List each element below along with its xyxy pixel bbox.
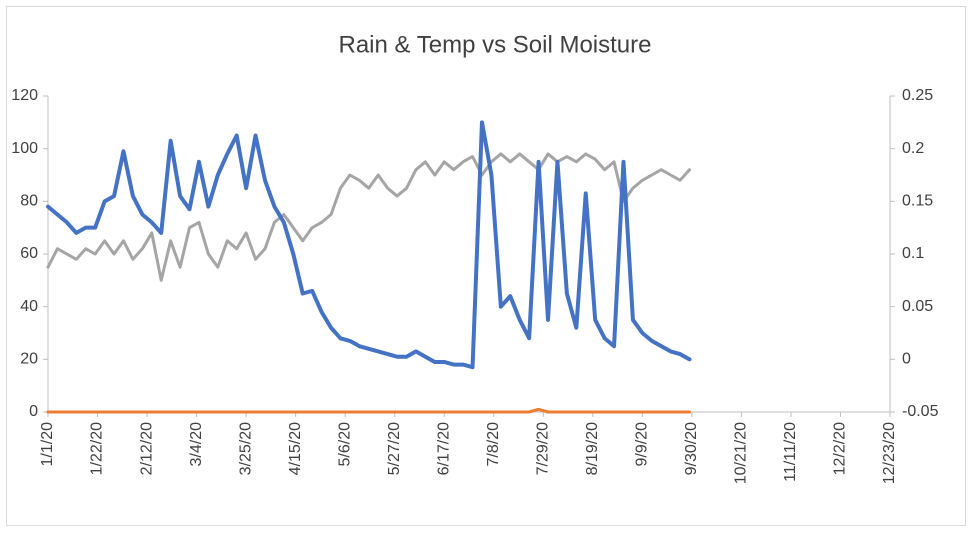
x-tick-label: 9/30/20 <box>683 422 700 475</box>
x-tick-label: 3/25/20 <box>237 422 254 475</box>
y-tick-label: 80 <box>20 193 38 210</box>
x-tick-label: 4/15/20 <box>287 422 304 475</box>
y2-tick-label: -0.05 <box>902 403 939 420</box>
x-tick-label: 5/27/20 <box>386 422 403 475</box>
x-tick-label: 3/4/20 <box>188 422 205 467</box>
x-tick-label: 6/17/20 <box>435 422 452 475</box>
y2-tick-label: 0.15 <box>902 193 933 210</box>
chart-frame <box>6 6 966 526</box>
y-tick-label: 40 <box>20 298 38 315</box>
x-tick-label: 11/11/20 <box>782 422 799 482</box>
y-tick-label: 60 <box>20 245 38 262</box>
x-tick-label: 1/22/20 <box>89 422 106 475</box>
x-tick-label: 12/23/20 <box>881 422 898 484</box>
y2-tick-label: 0.25 <box>902 87 933 104</box>
y2-tick-label: 0.2 <box>902 140 924 157</box>
x-tick-label: 10/21/20 <box>733 422 750 484</box>
x-tick-label: 5/6/20 <box>336 422 353 467</box>
y2-tick-label: 0.05 <box>902 298 933 315</box>
x-tick-label: 1/1/20 <box>39 422 56 467</box>
series-line <box>46 407 692 414</box>
y-tick-label: 0 <box>29 403 38 420</box>
x-tick-label: 12/2/20 <box>832 422 849 475</box>
y-tick-label: 120 <box>11 87 38 104</box>
series-line <box>46 120 692 370</box>
series-line <box>46 152 692 282</box>
x-tick-label: 7/8/20 <box>485 422 502 467</box>
chart-title: Rain & Temp vs Soil Moisture <box>338 31 651 58</box>
x-tick-label: 8/19/20 <box>584 422 601 475</box>
y2-tick-label: 0 <box>902 351 911 368</box>
x-tick-label: 9/9/20 <box>634 422 651 467</box>
x-tick-label: 7/29/20 <box>535 422 552 475</box>
y-tick-label: 100 <box>11 140 38 157</box>
x-tick-label: 2/12/20 <box>138 422 155 475</box>
y2-tick-label: 0.1 <box>902 245 924 262</box>
y-tick-label: 20 <box>20 351 38 368</box>
